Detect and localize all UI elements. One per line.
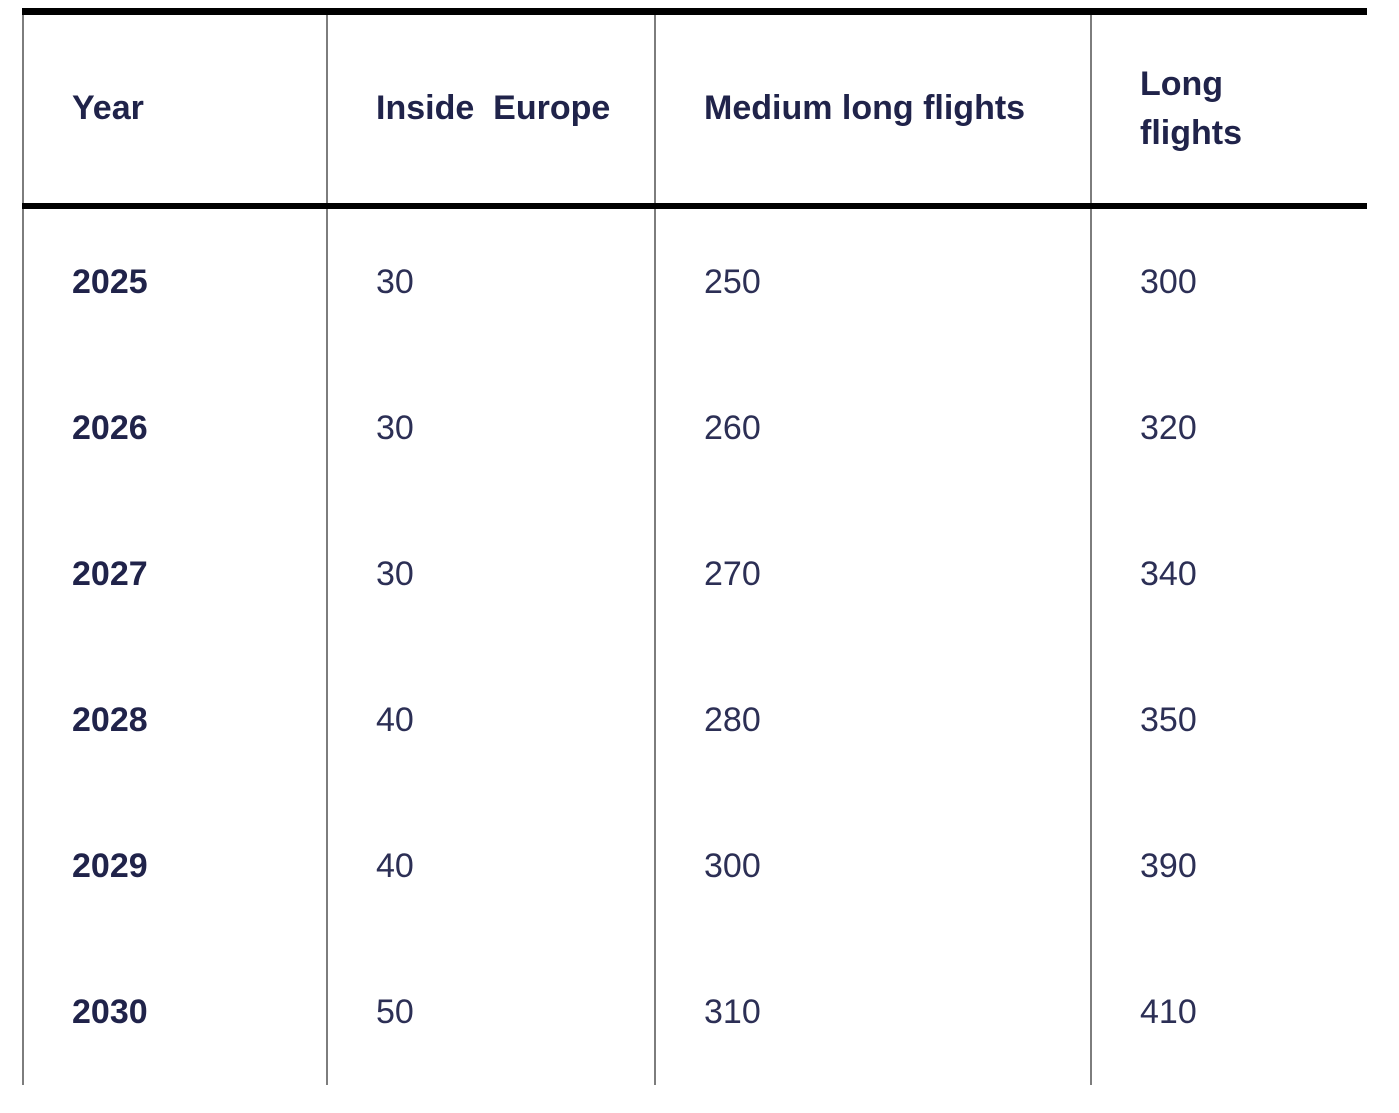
table-row: 2026 30 260 320: [22, 355, 1367, 501]
value-cell-inside-europe: 50: [326, 939, 655, 1085]
value-cell-long-flights: 410: [1090, 939, 1367, 1085]
year-cell: 2028: [22, 647, 327, 793]
year-cell: 2025: [22, 206, 327, 355]
value-cell-inside-europe: 30: [326, 501, 655, 647]
value-cell-long-flights: 350: [1090, 647, 1367, 793]
value-cell-medium-long: 250: [654, 206, 1091, 355]
table-body: 2025 30 250 300 2026 30 260 320 2027 30 …: [22, 206, 1367, 1085]
value-cell-medium-long: 270: [654, 501, 1091, 647]
year-cell: 2029: [22, 793, 327, 939]
column-header-year: Year: [22, 11, 327, 209]
value-cell-inside-europe: 30: [326, 355, 655, 501]
value-cell-medium-long: 300: [654, 793, 1091, 939]
column-header-long-flights: Long flights: [1090, 11, 1367, 209]
table-row: 2029 40 300 390: [22, 793, 1367, 939]
value-cell-long-flights: 340: [1090, 501, 1367, 647]
value-cell-inside-europe: 40: [326, 793, 655, 939]
value-cell-long-flights: 300: [1090, 206, 1367, 355]
year-cell: 2026: [22, 355, 327, 501]
column-header-inside-europe: Inside Europe: [326, 11, 655, 209]
value-cell-inside-europe: 40: [326, 647, 655, 793]
value-cell-inside-europe: 30: [326, 206, 655, 355]
table-row: 2025 30 250 300: [22, 206, 1367, 355]
column-header-medium-long: Medium long flights: [654, 11, 1091, 209]
table-header: Year Inside Europe Medium long flights L…: [22, 11, 1367, 209]
header-row: Year Inside Europe Medium long flights L…: [22, 11, 1367, 209]
flights-table-container: Year Inside Europe Medium long flights L…: [22, 8, 1367, 1085]
table-row: 2027 30 270 340: [22, 501, 1367, 647]
value-cell-medium-long: 260: [654, 355, 1091, 501]
value-cell-long-flights: 390: [1090, 793, 1367, 939]
flights-table: Year Inside Europe Medium long flights L…: [22, 8, 1367, 1085]
year-cell: 2027: [22, 501, 327, 647]
table-row: 2030 50 310 410: [22, 939, 1367, 1085]
value-cell-long-flights: 320: [1090, 355, 1367, 501]
table-row: 2028 40 280 350: [22, 647, 1367, 793]
value-cell-medium-long: 310: [654, 939, 1091, 1085]
value-cell-medium-long: 280: [654, 647, 1091, 793]
year-cell: 2030: [22, 939, 327, 1085]
